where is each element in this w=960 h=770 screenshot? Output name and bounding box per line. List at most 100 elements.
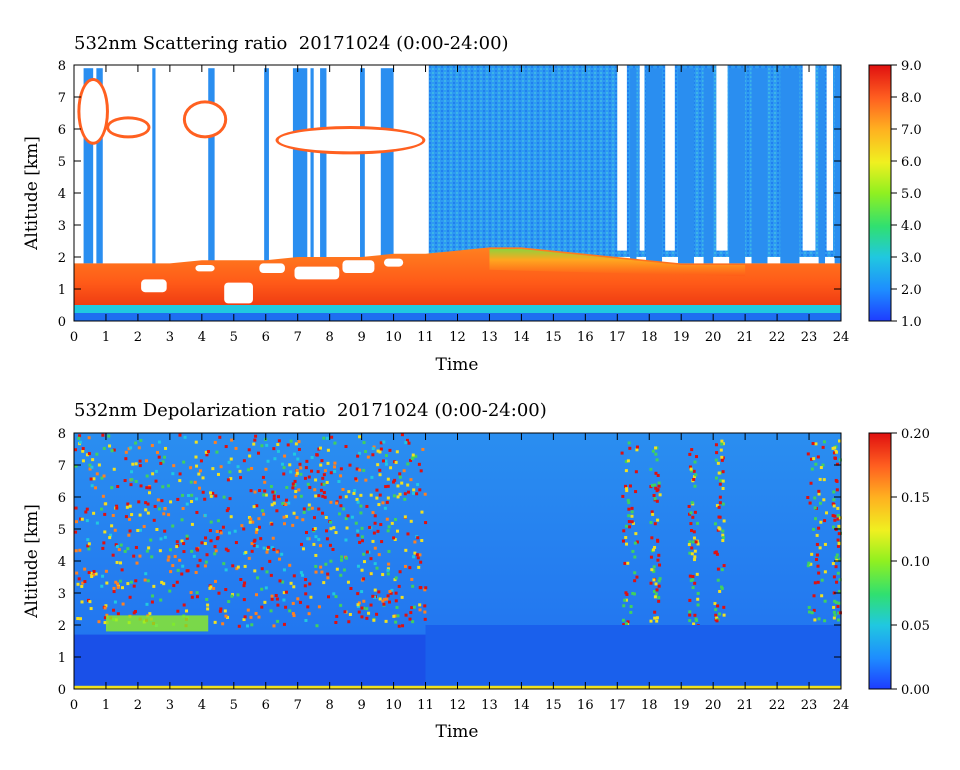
- noise-pixel: [319, 544, 323, 548]
- noise-pixel: [229, 457, 233, 461]
- x-tick-label: 21: [737, 330, 754, 345]
- noise-pixel: [694, 540, 698, 544]
- noise-pixel: [654, 446, 658, 450]
- colorbar-tick-label: 2.0: [901, 283, 922, 298]
- noise-pixel: [218, 435, 222, 439]
- noise-pixel: [231, 564, 235, 568]
- noise-pixel: [80, 584, 84, 588]
- noise-pixel: [246, 608, 250, 612]
- x-tick-label: 10: [385, 698, 402, 713]
- noise-pixel: [651, 548, 655, 552]
- noise-pixel: [395, 529, 399, 533]
- noise-pixel: [261, 509, 265, 513]
- noise-pixel: [90, 575, 94, 579]
- noise-pixel: [653, 522, 657, 526]
- noise-pixel: [201, 476, 205, 480]
- y-tick-label: 6: [58, 491, 66, 506]
- colorbar-tick-label: 3.0: [901, 251, 922, 266]
- noise-pixel: [652, 565, 656, 569]
- noise-pixel: [344, 444, 348, 448]
- noise-pixel: [415, 553, 419, 557]
- noise-pixel: [250, 542, 254, 546]
- noise-pixel: [138, 513, 142, 517]
- noise-pixel: [282, 466, 286, 470]
- noise-pixel: [834, 478, 838, 482]
- noise-pixel: [298, 462, 302, 466]
- noise-pixel: [255, 504, 259, 508]
- noise-pixel: [416, 483, 420, 487]
- noise-pixel: [147, 546, 151, 550]
- noise-pixel: [818, 546, 822, 550]
- y-tick-label: 8: [58, 427, 66, 442]
- noise-pixel: [327, 595, 331, 599]
- noise-pixel: [144, 508, 148, 512]
- noise-pixel: [688, 540, 692, 544]
- noise-pixel: [128, 595, 132, 599]
- noise-pixel: [92, 573, 96, 577]
- noise-pixel: [314, 570, 318, 574]
- noise-pixel: [259, 537, 263, 541]
- noise-pixel: [112, 467, 116, 471]
- noise-pixel: [389, 591, 393, 595]
- noise-pixel: [112, 608, 116, 612]
- noise-pixel: [194, 497, 198, 501]
- noise-pixel: [289, 581, 293, 585]
- noise-pixel: [211, 467, 215, 471]
- noise-pixel: [836, 618, 840, 622]
- y-tick-label: 0: [58, 315, 66, 330]
- noise-pixel: [296, 457, 300, 461]
- noise-pixel: [692, 622, 696, 626]
- noise-pixel: [117, 548, 121, 552]
- noise-pixel: [814, 462, 818, 466]
- noise-pixel: [143, 578, 147, 582]
- noise-pixel: [253, 569, 257, 573]
- noise-pixel: [838, 557, 842, 561]
- noise-pixel: [832, 490, 836, 494]
- noise-pixel: [714, 443, 718, 447]
- noise-pixel: [204, 450, 208, 454]
- noise-pixel: [717, 471, 721, 475]
- noise-pixel: [301, 573, 305, 577]
- noise-pixel: [253, 438, 257, 442]
- noise-pixel: [347, 620, 351, 624]
- noise-pixel: [205, 453, 209, 457]
- noise-pixel: [94, 572, 98, 576]
- noise-pixel: [807, 605, 811, 609]
- noise-pixel: [412, 605, 416, 609]
- noise-pixel: [226, 507, 230, 511]
- noise-pixel: [690, 552, 694, 556]
- noise-pixel: [360, 568, 364, 572]
- noise-pixel: [375, 612, 379, 616]
- noise-pixel: [88, 600, 92, 604]
- noise-pixel: [160, 499, 164, 503]
- noise-pixel: [832, 605, 836, 609]
- noise-pixel: [627, 507, 631, 511]
- noise-pixel: [718, 515, 722, 519]
- noise-pixel: [823, 599, 827, 603]
- noise-pixel: [166, 558, 170, 562]
- noise-pixel: [116, 586, 120, 590]
- noise-pixel: [384, 619, 388, 623]
- noise-pixel: [815, 533, 819, 537]
- noise-pixel: [418, 488, 422, 492]
- clear-gap: [259, 263, 285, 273]
- noise-pixel: [650, 536, 654, 540]
- noise-pixel: [409, 458, 413, 462]
- noise-pixel: [303, 476, 307, 480]
- noise-pixel: [215, 530, 219, 534]
- noise-pixel: [419, 469, 423, 473]
- noise-pixel: [713, 522, 717, 526]
- noise-pixel: [403, 515, 407, 519]
- noise-pixel: [320, 459, 324, 463]
- noise-pixel: [178, 472, 182, 476]
- noise-pixel: [625, 592, 629, 596]
- noise-pixel: [129, 483, 133, 487]
- noise-pixel: [339, 467, 343, 471]
- noise-pixel: [329, 559, 333, 563]
- noise-pixel: [214, 494, 218, 498]
- noise-pixel: [387, 562, 391, 566]
- noise-pixel: [78, 548, 82, 552]
- noise-pixel: [657, 584, 661, 588]
- noise-pixel: [74, 506, 78, 510]
- noise-pixel: [221, 622, 225, 626]
